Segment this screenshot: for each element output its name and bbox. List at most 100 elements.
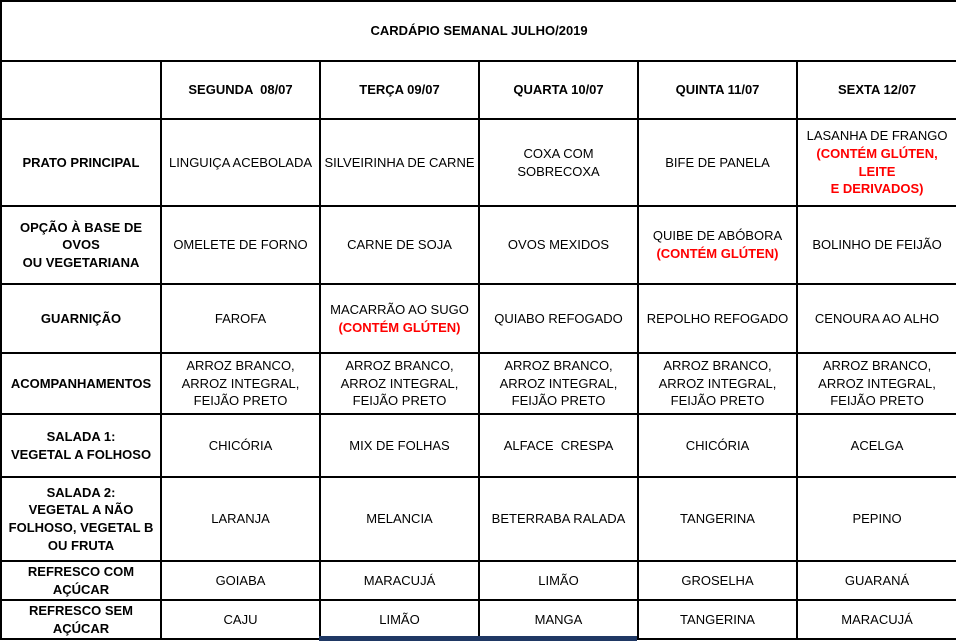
allergen-note: (CONTÉM GLÚTEN) [338, 319, 461, 335]
dish-name: CARNE DE SOJA [347, 237, 452, 253]
dish-name: MARACUJÁ [363, 572, 436, 588]
dish-name: GOIABA [215, 572, 266, 588]
dish-name: ARROZ BRANCO, ARROZ INTEGRAL, FEIJÃO PRE… [499, 358, 621, 409]
menu-cell: CENOURA AO ALHO [795, 283, 956, 354]
row-label: SALADA 1: VEGETAL A FOLHOSO [0, 413, 162, 478]
menu-cell: ARROZ BRANCO, ARROZ INTEGRAL, FEIJÃO PRE… [637, 352, 798, 415]
dish-name: BETERRABA RALADA [491, 511, 626, 527]
menu-cell: OVOS MEXIDOS [478, 205, 639, 285]
menu-cell: GROSELHA [637, 559, 798, 602]
dish-name: MANGA [534, 611, 583, 627]
menu-cell: MIX DE FOLHAS [319, 413, 480, 478]
column-header-sexta: SEXTA 12/07 [795, 60, 956, 120]
menu-cell: CAJU [160, 599, 321, 641]
dish-name: QUIBE DE ABÓBORA [652, 228, 783, 244]
menu-cell: LIMÃO [478, 559, 639, 602]
dish-name: BIFE DE PANELA [665, 154, 770, 170]
table-row-prato-principal: PRATO PRINCIPAL LINGUIÇA ACEBOLADA SILVE… [0, 118, 956, 207]
menu-cell: MACARRÃO AO SUGO (CONTÉM GLÚTEN) [319, 283, 480, 354]
menu-cell: LASANHA DE FRANGO (CONTÉM GLÚTEN, LEITE E… [795, 118, 956, 207]
dish-name: GUARANÁ [844, 572, 910, 588]
dish-name: ARROZ BRANCO, ARROZ INTEGRAL, FEIJÃO PRE… [658, 358, 780, 409]
menu-cell: MELANCIA [319, 476, 480, 562]
menu-cell: SILVEIRINHA DE CARNE [319, 118, 480, 207]
dish-name: TANGERINA [680, 511, 755, 527]
menu-cell: MARACUJÁ [319, 559, 480, 602]
menu-cell: ARROZ BRANCO, ARROZ INTEGRAL, FEIJÃO PRE… [478, 352, 639, 415]
dish-name: REPOLHO REFOGADO [646, 310, 789, 326]
menu-cell: OMELETE DE FORNO [160, 205, 321, 285]
menu-cell: PEPINO [795, 476, 956, 562]
menu-cell: QUIBE DE ABÓBORA (CONTÉM GLÚTEN) [637, 205, 798, 285]
menu-cell: FAROFA [160, 283, 321, 354]
menu-cell: LARANJA [160, 476, 321, 562]
dish-name: LIMÃO [538, 572, 579, 588]
dish-name: LASANHA DE FRANGO [806, 128, 948, 144]
menu-cell: QUIABO REFOGADO [478, 283, 639, 354]
row-label: REFRESCO COM AÇÚCAR [0, 559, 162, 602]
menu-cell: TANGERINA [637, 599, 798, 641]
table-row-acompanhamentos: ACOMPANHAMENTOS ARROZ BRANCO, ARROZ INTE… [0, 352, 956, 415]
column-header-empty [0, 60, 162, 120]
menu-cell: BETERRABA RALADA [478, 476, 639, 562]
menu-cell: ARROZ BRANCO, ARROZ INTEGRAL, FEIJÃO PRE… [795, 352, 956, 415]
column-header-quinta: QUINTA 11/07 [637, 60, 798, 120]
dish-name: ARROZ BRANCO, ARROZ INTEGRAL, FEIJÃO PRE… [818, 358, 940, 409]
table-row-refresco-com-acucar: REFRESCO COM AÇÚCAR GOIABA MARACUJÁ LIMÃ… [0, 559, 956, 602]
dish-name: MIX DE FOLHAS [349, 437, 450, 453]
dish-name: ARROZ BRANCO, ARROZ INTEGRAL, FEIJÃO PRE… [340, 358, 462, 409]
table-row-salada-1: SALADA 1: VEGETAL A FOLHOSO CHICÓRIA MIX… [0, 413, 956, 478]
table-row-guarnicao: GUARNIÇÃO FAROFA MACARRÃO AO SUGO (CONTÉM… [0, 283, 956, 354]
menu-cell: TANGERINA [637, 476, 798, 562]
row-label: ACOMPANHAMENTOS [0, 352, 162, 415]
dish-name: CHICÓRIA [208, 437, 273, 453]
row-label: OPÇÃO À BASE DE OVOS OU VEGETARIANA [0, 205, 162, 285]
dish-name: CHICÓRIA [685, 437, 750, 453]
allergen-note: (CONTÉM GLÚTEN) [656, 246, 779, 261]
table-row-refresco-sem-acucar: REFRESCO SEM AÇÚCAR CAJU LIMÃO MANGA TAN… [0, 599, 956, 641]
menu-cell: LINGUIÇA ACEBOLADA [160, 118, 321, 207]
title-row: CARDÁPIO SEMANAL JULHO/2019 [0, 0, 956, 62]
page-title: CARDÁPIO SEMANAL JULHO/2019 [0, 0, 956, 62]
dish-name: MELANCIA [366, 511, 433, 527]
column-header-terca: TERÇA 09/07 [319, 60, 480, 120]
menu-cell: LIMÃO [319, 599, 480, 641]
menu-cell: ALFACE CRESPA [478, 413, 639, 478]
menu-cell: COXA COM SOBRECOXA [478, 118, 639, 207]
column-header-segunda: SEGUNDA 08/07 [160, 60, 321, 120]
dish-name: CAJU [223, 611, 258, 627]
menu-cell: GOIABA [160, 559, 321, 602]
dish-name: LINGUIÇA ACEBOLADA [168, 154, 313, 170]
dish-name: LIMÃO [379, 611, 420, 627]
dish-name: TANGERINA [680, 611, 755, 627]
bottom-partial-row-strip [319, 636, 637, 641]
dish-name: CENOURA AO ALHO [814, 310, 940, 326]
menu-cell: REPOLHO REFOGADO [637, 283, 798, 354]
menu-cell: BIFE DE PANELA [637, 118, 798, 207]
row-label: PRATO PRINCIPAL [0, 118, 162, 207]
dish-name: GROSELHA [681, 572, 754, 588]
dish-name: PEPINO [852, 511, 902, 527]
menu-cell: GUARANÁ [795, 559, 956, 602]
row-label: REFRESCO SEM AÇÚCAR [0, 599, 162, 641]
dish-name: ALFACE CRESPA [503, 437, 614, 453]
table-row-opcao-ovos-vegetariana: OPÇÃO À BASE DE OVOS OU VEGETARIANA OMEL… [0, 205, 956, 285]
dish-name: MARACUJÁ [841, 611, 913, 627]
dish-name: BOLINHO DE FEIJÃO [812, 237, 942, 253]
menu-cell: CHICÓRIA [160, 413, 321, 478]
dish-name: ACELGA [850, 437, 904, 453]
dish-name: MACARRÃO AO SUGO [330, 301, 469, 317]
column-header-quarta: QUARTA 10/07 [478, 60, 639, 120]
allergen-note: (CONTÉM GLÚTEN, LEITE E DERIVADOS) [816, 145, 938, 197]
dish-name: QUIABO REFOGADO [494, 310, 623, 326]
dish-name: OVOS MEXIDOS [507, 237, 610, 253]
dish-name: COXA COM SOBRECOXA [517, 145, 600, 179]
menu-cell: CHICÓRIA [637, 413, 798, 478]
dish-name: ARROZ BRANCO, ARROZ INTEGRAL, FEIJÃO PRE… [181, 358, 303, 409]
menu-cell: ARROZ BRANCO, ARROZ INTEGRAL, FEIJÃO PRE… [160, 352, 321, 415]
menu-cell: MARACUJÁ [795, 599, 956, 641]
menu-cell: ACELGA [795, 413, 956, 478]
table-row-salada-2: SALADA 2: VEGETAL A NÃO FOLHOSO, VEGETAL… [0, 476, 956, 562]
row-label: GUARNIÇÃO [0, 283, 162, 354]
